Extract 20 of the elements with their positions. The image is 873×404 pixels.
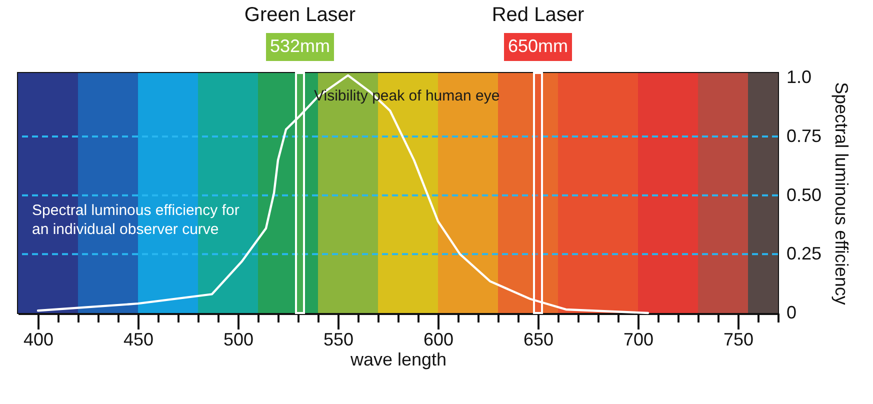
text: Green Laser: [244, 4, 356, 26]
x-tick-label: 750: [723, 330, 754, 350]
y-tick-label: 0.75: [786, 126, 822, 146]
y-tick-label: 0.50: [786, 184, 822, 205]
x-tick-label: 400: [23, 330, 54, 350]
x-tick-label: 500: [223, 330, 254, 350]
y-tick-label: 0.25: [786, 244, 822, 264]
x-tick-label: 550: [323, 330, 354, 350]
band-label: 532mm: [270, 36, 330, 56]
y-axis-title: Spectral luminous efficiency: [832, 82, 852, 305]
x-axis-title: wave length: [349, 350, 447, 370]
y-tick-label: 1.0: [786, 67, 812, 88]
x-tick-label: 600: [423, 330, 454, 350]
y-tick-label: 0: [786, 302, 797, 322]
x-tick-label: 450: [123, 330, 154, 350]
band-label: 650mm: [508, 36, 568, 56]
text: Red Laser: [492, 4, 584, 26]
x-tick-label: 650: [523, 330, 554, 350]
x-tick-label: 700: [623, 330, 654, 350]
annotation: Spectral luminous efficiency for an individual observer curve: [32, 202, 240, 238]
